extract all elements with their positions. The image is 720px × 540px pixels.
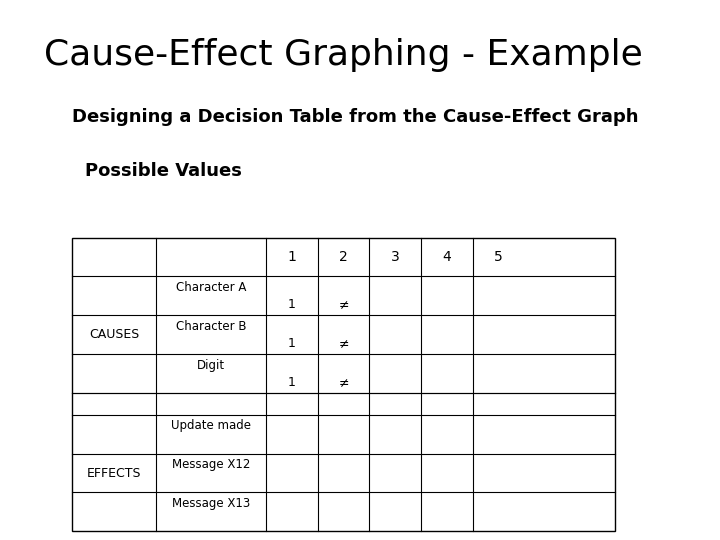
Text: EFFECTS: EFFECTS (87, 467, 141, 480)
Text: 1: 1 (287, 250, 297, 264)
Text: 1: 1 (288, 337, 296, 350)
Text: ≠: ≠ (338, 298, 349, 311)
Text: ≠: ≠ (338, 376, 349, 389)
Text: 3: 3 (391, 250, 400, 264)
Text: 1: 1 (288, 376, 296, 389)
Text: 1: 1 (288, 298, 296, 311)
Text: Character B: Character B (176, 320, 246, 333)
Text: 5: 5 (495, 250, 503, 264)
Text: CAUSES: CAUSES (89, 328, 139, 341)
Text: 4: 4 (443, 250, 451, 264)
Text: Digit: Digit (197, 359, 225, 372)
Text: Designing a Decision Table from the Cause-Effect Graph: Designing a Decision Table from the Caus… (72, 108, 639, 126)
Bar (72, 238, 615, 531)
Text: Message X12: Message X12 (172, 458, 251, 471)
Text: Character A: Character A (176, 281, 246, 294)
Text: Possible Values: Possible Values (85, 162, 242, 180)
Text: Cause-Effect Graphing - Example: Cause-Effect Graphing - Example (44, 38, 643, 72)
Text: 2: 2 (339, 250, 348, 264)
Text: Update made: Update made (171, 419, 251, 432)
Text: Message X13: Message X13 (172, 497, 251, 510)
Text: ≠: ≠ (338, 337, 349, 350)
